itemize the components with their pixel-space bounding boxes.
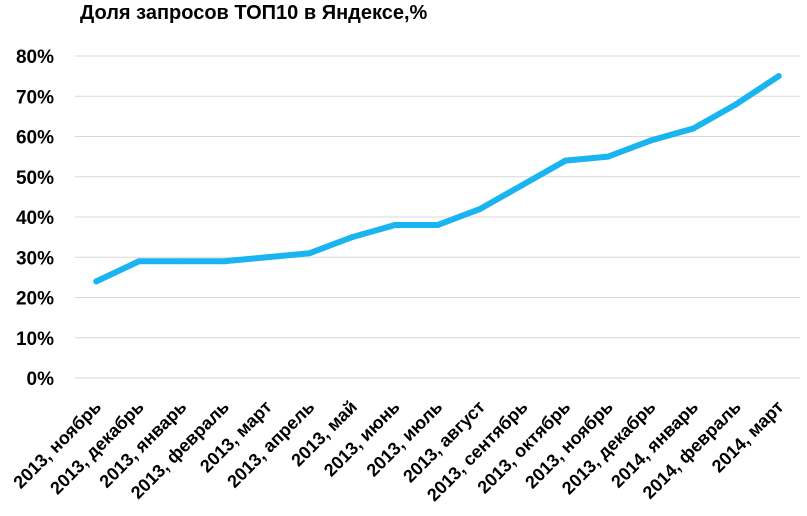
data-point bbox=[477, 205, 484, 212]
y-tick-labels: 0% 10% 20% 30% 40% 50% 60% 70% 80% bbox=[16, 47, 54, 390]
data-point bbox=[306, 250, 313, 257]
series-group bbox=[93, 73, 782, 285]
y-tick-label: 50% bbox=[16, 168, 54, 189]
data-point bbox=[519, 181, 526, 188]
series-line bbox=[93, 73, 782, 285]
data-point bbox=[690, 125, 697, 132]
data-point bbox=[349, 234, 356, 241]
data-point bbox=[221, 258, 228, 265]
y-tick-label: 30% bbox=[16, 248, 54, 269]
gridlines bbox=[75, 55, 800, 379]
data-point bbox=[135, 258, 142, 265]
data-point bbox=[647, 137, 654, 144]
y-tick-label: 20% bbox=[16, 289, 54, 310]
data-point bbox=[93, 278, 100, 285]
y-tick-label: 10% bbox=[16, 329, 54, 350]
y-tick-label: 60% bbox=[16, 128, 54, 149]
data-point bbox=[562, 157, 569, 164]
chart-title: Доля запросов ТОП10 в Яндексе,% bbox=[80, 2, 428, 24]
data-point bbox=[391, 222, 398, 229]
data-point bbox=[178, 258, 185, 265]
y-tick-label: 70% bbox=[16, 87, 54, 108]
data-point bbox=[605, 153, 612, 160]
y-tick-label: 0% bbox=[27, 369, 55, 390]
data-point bbox=[733, 101, 740, 108]
y-tick-label: 40% bbox=[16, 208, 54, 229]
y-tick-label: 80% bbox=[16, 47, 54, 68]
data-point bbox=[263, 254, 270, 261]
data-point bbox=[434, 222, 441, 229]
data-point bbox=[775, 73, 782, 80]
